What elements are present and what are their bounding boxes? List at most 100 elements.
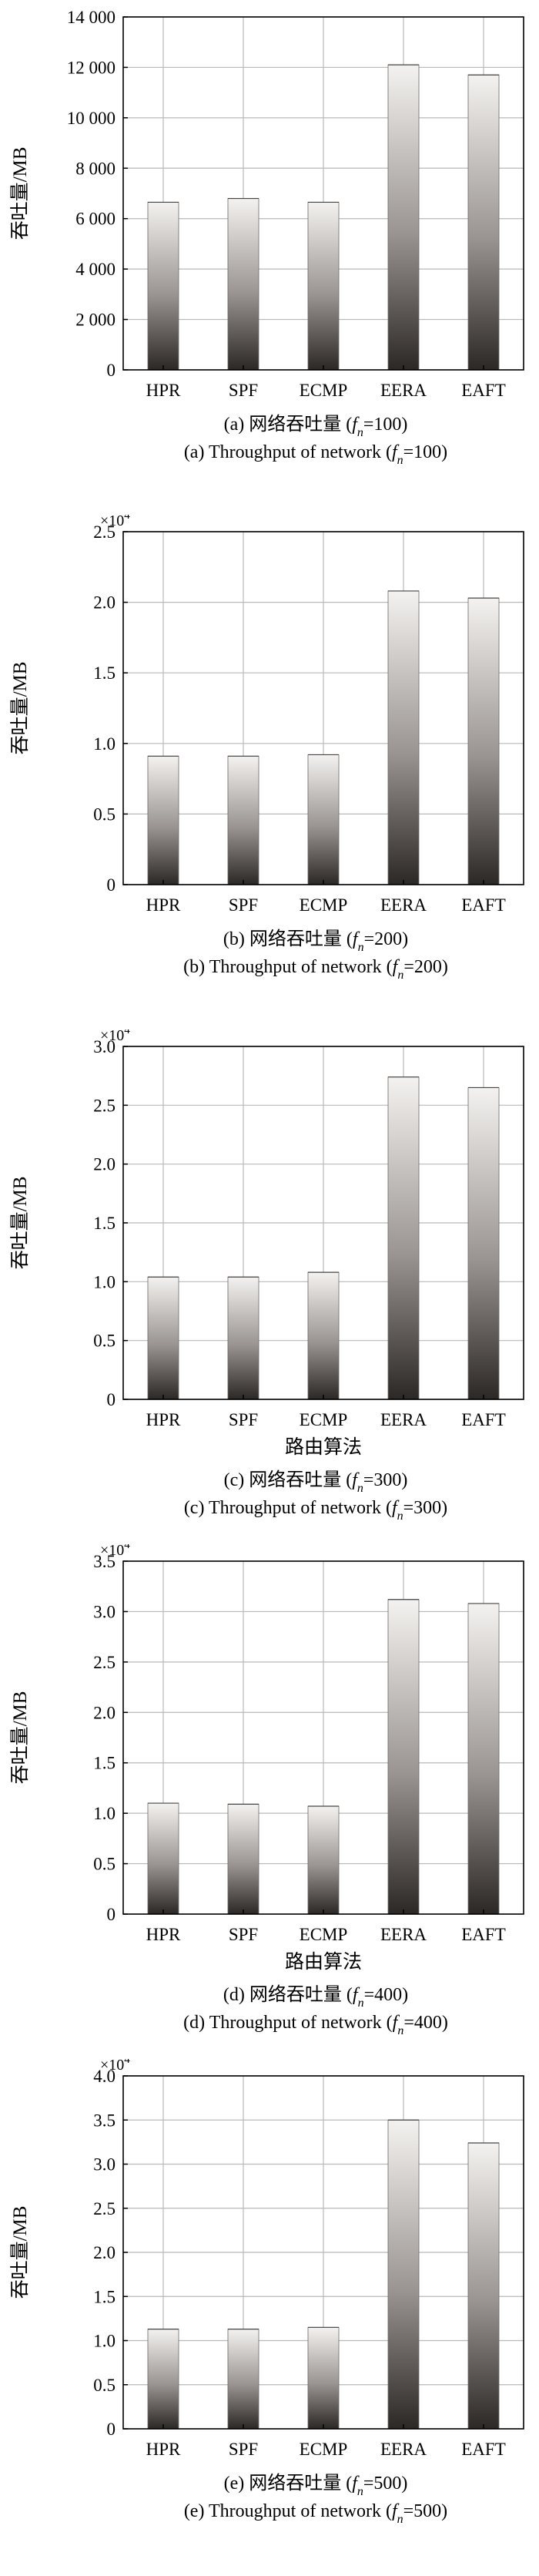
bar-hpr [147,755,179,885]
y-multiplier-exponent: 4 [124,1544,130,1551]
caption-f-value: =500) [403,2501,448,2521]
y-tick-label: 1.0 [93,1804,116,1823]
caption-f-value: =200) [403,957,448,977]
caption-f-symbol: f [392,442,400,462]
y-tick-label: 2.5 [93,2199,116,2218]
y-tick-label: 0 [107,2420,116,2439]
caption-f-symbol: f [352,2474,360,2494]
caption-f-subscript: n [397,1510,403,1523]
bar-ecmp [307,754,340,885]
x-tick-label: ECMP [300,895,348,915]
y-axis-title: 吞吐量/MB [9,662,31,755]
y-tick-label: 2.5 [93,522,116,542]
y-multiplier-label: ×104 [100,1029,130,1044]
y-tick-label: 1.0 [93,734,116,754]
x-tick-label: SPF [229,1925,258,1944]
y-tick-label: 10 000 [67,109,116,128]
caption-prefix: (b) 网络吞吐量 ( [223,929,353,949]
chart-panel: 0 0.5 1.0 1.5 2.0 2.5 3.0 3.5 4.0 HPR SPF ECMP EERA E… [0,2059,539,2574]
caption-f-symbol: f [392,1498,400,1518]
x-tick-label: HPR [146,1925,181,1944]
bar-eaft [467,2142,500,2430]
bar-spf [227,1276,259,1400]
y-tick-label: 1.0 [93,2332,116,2351]
caption-prefix: (c) Throughput of network ( [184,1498,392,1518]
caption-f-symbol: f [352,415,360,435]
caption-f-subscript: n [397,969,403,982]
caption-f-subscript: n [357,1482,363,1495]
bar-ecmp [307,2326,340,2430]
y-axis-title: 吞吐量/MB [9,2206,31,2299]
x-tick-label: EERA [380,381,427,400]
x-tick-label: SPF [229,1410,258,1429]
bar-eera [387,64,420,371]
x-tick-label: EERA [380,2440,427,2459]
bar-eera [387,1599,420,1915]
caption-chinese: (a) 网络吞吐量 (fn=100) [224,414,408,439]
bar-chart: 0 0.5 1.0 1.5 2.0 2.5 3.0 3.5 HPR SPF ECMP EERA EAFT… [9,1544,524,2037]
y-tick-label: 0.5 [93,1855,116,1874]
y-tick-label: 2.0 [93,1155,116,1174]
x-tick-label: EERA [380,1925,427,1944]
y-tick-label: 2.5 [93,1653,116,1672]
y-multiplier-base: ×10 [100,1544,124,1559]
y-multiplier-base: ×10 [100,1029,124,1044]
caption-f-value: =300) [363,1470,408,1490]
caption-f-value: =100) [403,442,448,462]
bar-ecmp [307,1805,340,1915]
y-multiplier-label: ×104 [100,2059,130,2074]
x-tick-label: EAFT [461,1410,506,1429]
x-tick-label: HPR [146,2440,181,2459]
caption-f-symbol: f [393,957,400,977]
y-tick-label: 2.0 [93,1703,116,1722]
y-tick-label: 8 000 [75,159,116,178]
bar-eaft [467,597,500,885]
bar-chart: 0 2 000 4 000 6 000 8 000 10 000 12 000 14 000 H… [9,8,524,467]
chart-panel: 0 0.5 1.0 1.5 2.0 2.5 3.0 HPR SPF ECMP EERA EAFT ×10… [0,1029,539,1544]
bar-spf [227,1803,259,1915]
caption-f-subscript: n [357,2485,363,2498]
y-tick-label: 3.0 [93,1037,116,1056]
y-multiplier-exponent: 4 [124,2059,130,2066]
caption-f-subscript: n [397,2513,403,2526]
y-tick-label: 1.5 [93,1214,116,1233]
bar-hpr [147,1276,179,1400]
bar-chart: 0 0.5 1.0 1.5 2.0 2.5 3.0 3.5 4.0 HPR SPF ECMP EERA E… [9,2059,524,2526]
x-tick-label: ECMP [300,2440,348,2459]
caption-f-subscript: n [397,2024,403,2037]
y-tick-label: 1.0 [93,1272,116,1291]
y-tick-label: 2.0 [93,2243,116,2262]
bar-spf [227,198,259,371]
y-tick-label: 3.0 [93,2155,116,2175]
bar-eaft [467,74,500,371]
x-tick-label: EAFT [461,381,506,400]
x-tick-label: ECMP [300,1410,348,1429]
caption-prefix: (a) Throughput of network ( [184,442,392,462]
x-tick-label: HPR [146,381,181,400]
y-axis-title: 吞吐量/MB [9,1177,31,1270]
bar-chart: 0 0.5 1.0 1.5 2.0 2.5 HPR SPF ECMP EERA EAFT ×104 吞吐… [9,515,524,982]
x-tick-label: ECMP [300,1925,348,1944]
bar-chart: 0 0.5 1.0 1.5 2.0 2.5 3.0 HPR SPF ECMP EERA EAFT ×10… [9,1029,524,1523]
y-tick-label: 1.5 [93,1754,116,1773]
caption-f-value: =500) [363,2474,408,2494]
x-tick-label: SPF [229,895,258,915]
caption-english: (a) Throughput of network (fn=100) [184,442,447,467]
x-axis-title: 路由算法 [285,1436,362,1458]
x-tick-label: SPF [229,2440,258,2459]
bar-hpr [147,202,179,371]
caption-prefix: (c) 网络吞吐量 ( [224,1469,353,1490]
y-tick-label: 3.5 [93,1552,116,1571]
caption-f-value: =100) [363,415,408,435]
caption-chinese: (e) 网络吞吐量 (fn=500) [224,2473,408,2498]
x-tick-label: HPR [146,1410,181,1429]
y-tick-label: 12 000 [67,58,116,77]
caption-chinese: (b) 网络吞吐量 (fn=200) [223,929,408,954]
caption-prefix: (e) 网络吞吐量 ( [224,2473,353,2494]
y-tick-label: 6 000 [75,210,116,229]
caption-prefix: (d) Throughput of network ( [183,2013,393,2033]
x-tick-label: HPR [146,895,181,915]
y-tick-label: 2 000 [75,311,116,330]
caption-f-value: =200) [364,929,409,949]
y-tick-label: 0 [107,361,116,380]
